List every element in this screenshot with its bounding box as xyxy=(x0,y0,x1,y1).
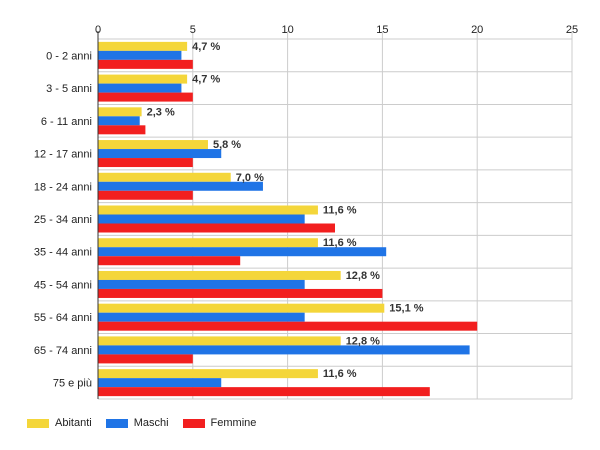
legend-swatch-maschi xyxy=(105,418,128,428)
category-label: 55 - 64 anni xyxy=(34,312,92,324)
category-label: 75 e più xyxy=(53,378,92,390)
bar-maschi xyxy=(98,247,387,257)
bar-maschi xyxy=(98,378,222,388)
bar-maschi xyxy=(98,345,470,355)
bar-abitanti xyxy=(98,41,188,51)
bar-abitanti xyxy=(98,172,231,182)
bar-abitanti xyxy=(98,238,318,248)
category-label: 65 - 74 anni xyxy=(34,345,92,357)
bar-maschi xyxy=(98,312,305,322)
data-label: 11,6 % xyxy=(323,368,357,380)
legend-item-femmine: Femmine xyxy=(182,417,257,429)
category-label: 25 - 34 anni xyxy=(34,214,92,226)
bar-abitanti xyxy=(98,369,318,379)
bar-maschi xyxy=(98,116,140,126)
x-tick-label: 25 xyxy=(566,24,578,36)
bar-maschi xyxy=(98,279,305,289)
x-tick-label: 5 xyxy=(190,24,196,36)
bar-abitanti xyxy=(98,140,208,150)
bar-femmine xyxy=(98,158,193,168)
bar-femmine xyxy=(98,190,193,200)
data-label: 12,8 % xyxy=(346,270,380,282)
data-label: 4,7 % xyxy=(192,74,220,86)
category-label: 6 - 11 anni xyxy=(41,116,92,128)
bar-abitanti xyxy=(98,107,142,117)
data-label: 12,8 % xyxy=(346,335,380,347)
bar-abitanti xyxy=(98,74,188,84)
legend-item-abitanti: Abitanti xyxy=(27,417,92,429)
data-label: 7,0 % xyxy=(236,172,264,184)
bar-maschi xyxy=(98,83,182,93)
bar-femmine xyxy=(98,125,146,135)
legend-swatch-abitanti xyxy=(27,418,49,428)
x-tick-label: 10 xyxy=(281,24,293,36)
bar-femmine xyxy=(98,321,478,331)
x-tick-label: 20 xyxy=(471,24,483,36)
category-label: 18 - 24 anni xyxy=(34,181,92,193)
legend-label-femmine: Femmine xyxy=(210,417,257,429)
legend-label-maschi: Maschi xyxy=(133,417,169,429)
legend-item-maschi: Maschi xyxy=(105,417,169,429)
category-label: 0 - 2 anni xyxy=(46,50,92,62)
bar-abitanti xyxy=(98,205,318,215)
data-label: 5,8 % xyxy=(213,139,241,151)
x-tick-label: 15 xyxy=(376,24,388,36)
data-label: 4,7 % xyxy=(192,41,220,53)
category-label: 45 - 54 anni xyxy=(34,279,92,291)
x-tick-label: 0 xyxy=(95,24,101,36)
data-label: 15,1 % xyxy=(389,303,423,315)
bar-femmine xyxy=(98,256,241,266)
data-label: 11,6 % xyxy=(323,205,357,217)
bar-maschi xyxy=(98,149,222,159)
category-label: 12 - 17 anni xyxy=(34,149,92,161)
legend-swatch-femmine xyxy=(182,418,205,428)
bar-abitanti xyxy=(98,270,341,280)
legend-label-abitanti: Abitanti xyxy=(55,417,92,429)
bar-abitanti xyxy=(98,336,341,346)
bar-femmine xyxy=(98,354,193,364)
bar-femmine xyxy=(98,223,335,233)
bar-abitanti xyxy=(98,303,385,313)
bar-maschi xyxy=(98,181,263,191)
data-label: 2,3 % xyxy=(147,106,175,118)
bar-maschi xyxy=(98,50,182,60)
category-label: 35 - 44 anni xyxy=(34,247,92,259)
bar-femmine xyxy=(98,387,430,397)
bar-femmine xyxy=(98,92,193,102)
data-label: 11,6 % xyxy=(323,237,357,249)
bar-femmine xyxy=(98,59,193,69)
category-label: 3 - 5 anni xyxy=(46,83,92,95)
bar-maschi xyxy=(98,214,305,224)
bar-femmine xyxy=(98,288,383,298)
legend: Abitanti Maschi Femmine xyxy=(27,417,270,429)
